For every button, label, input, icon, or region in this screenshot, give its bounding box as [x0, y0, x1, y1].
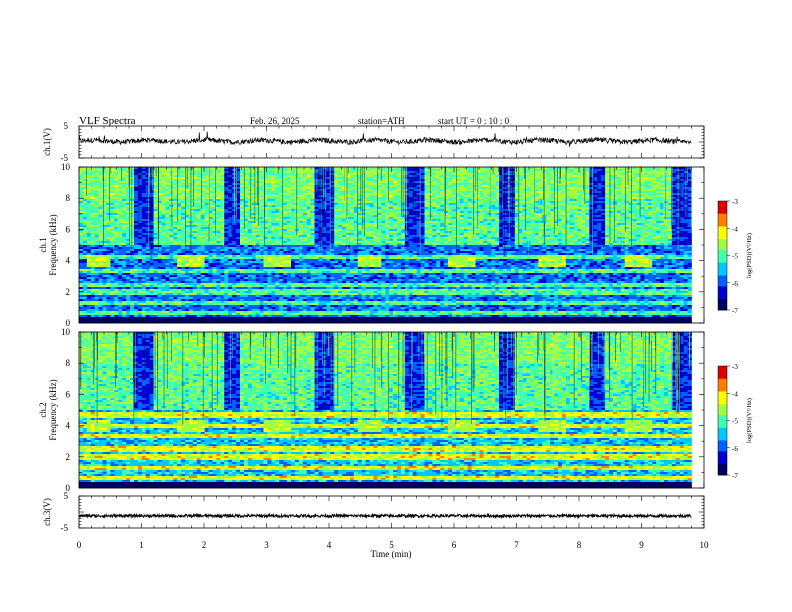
- x-tick-label: 4: [327, 540, 332, 550]
- colorbar-tick-label: -6: [732, 445, 738, 453]
- date-label: Feb. 26, 2025: [250, 116, 300, 126]
- colorbar-tick-label: -4: [732, 225, 738, 233]
- y-axis-label: Frequency (kHz): [48, 379, 58, 440]
- ch3-waveform-panel: 5 -5 ch.3(V): [42, 491, 704, 533]
- colorbar-tick-label: -5: [732, 418, 738, 426]
- colorbar-tick-label: -3: [732, 198, 738, 206]
- y-axis-label: ch.1: [38, 237, 48, 252]
- y-axis-label: ch.1(V): [42, 128, 52, 156]
- y-tick-label: 5: [64, 491, 69, 501]
- x-tick-label: 7: [514, 540, 519, 550]
- y-axis-label: Frequency (kHz): [48, 214, 58, 275]
- colorbar-label: log(PSD)(V²/Hz): [746, 233, 753, 278]
- colorbar-tick-label: -3: [732, 363, 738, 371]
- figure-title: VLF Spectra: [79, 115, 136, 127]
- y-tick-label: 2: [66, 287, 71, 297]
- waveform-trace: [79, 514, 692, 517]
- waveform-trace: [79, 132, 692, 147]
- colorbar-tick-label: -6: [732, 280, 738, 288]
- y-tick-label: 4: [66, 421, 71, 431]
- station-label: station=ATH: [358, 116, 405, 126]
- x-tick-label: 3: [264, 540, 269, 550]
- y-tick-label: 5: [64, 121, 69, 131]
- colorbar-tick-label: -7: [732, 307, 738, 315]
- colorbar: -3 -4 -5 -6 -7 log(PSD)(V²/Hz): [718, 198, 753, 315]
- x-tick-label: 8: [577, 540, 582, 550]
- y-tick-label: 2: [66, 452, 71, 462]
- x-tick-label: 1: [139, 540, 144, 550]
- x-axis-label: Time (min): [371, 549, 412, 559]
- x-tick-label: 2: [202, 540, 207, 550]
- y-tick-label: 8: [66, 358, 71, 368]
- x-tick-label: 10: [700, 540, 710, 550]
- x-tick-label: 6: [452, 540, 457, 550]
- y-axis-label: ch.2: [38, 402, 48, 417]
- x-tick-label: 0: [77, 540, 82, 550]
- y-tick-label: -5: [61, 523, 69, 533]
- y-axis-label: ch.3(V): [42, 498, 52, 526]
- y-tick-label: 10: [61, 327, 71, 337]
- y-tick-label: 6: [66, 389, 71, 399]
- x-tick-label: 9: [639, 540, 644, 550]
- colorbar-label: log(PSD)(V²/Hz): [746, 398, 753, 443]
- y-tick-label: 10: [61, 162, 71, 172]
- y-tick-label: 6: [66, 224, 71, 234]
- colorbar-tick-label: -4: [732, 390, 738, 398]
- spectrogram-cells: [79, 167, 692, 323]
- colorbar: -3 -4 -5 -6 -7 log(PSD)(V²/Hz): [718, 363, 753, 480]
- colorbar-tick-label: -5: [732, 253, 738, 261]
- spectrogram-cells: [79, 332, 692, 488]
- y-tick-label: 8: [66, 193, 71, 203]
- colorbar-tick-label: -7: [732, 472, 738, 480]
- start-time-label: start UT = 0 : 10 : 0: [438, 116, 510, 126]
- y-tick-label: 4: [66, 256, 71, 266]
- ch1-waveform-panel: 5-5ch.1(V): [42, 121, 704, 163]
